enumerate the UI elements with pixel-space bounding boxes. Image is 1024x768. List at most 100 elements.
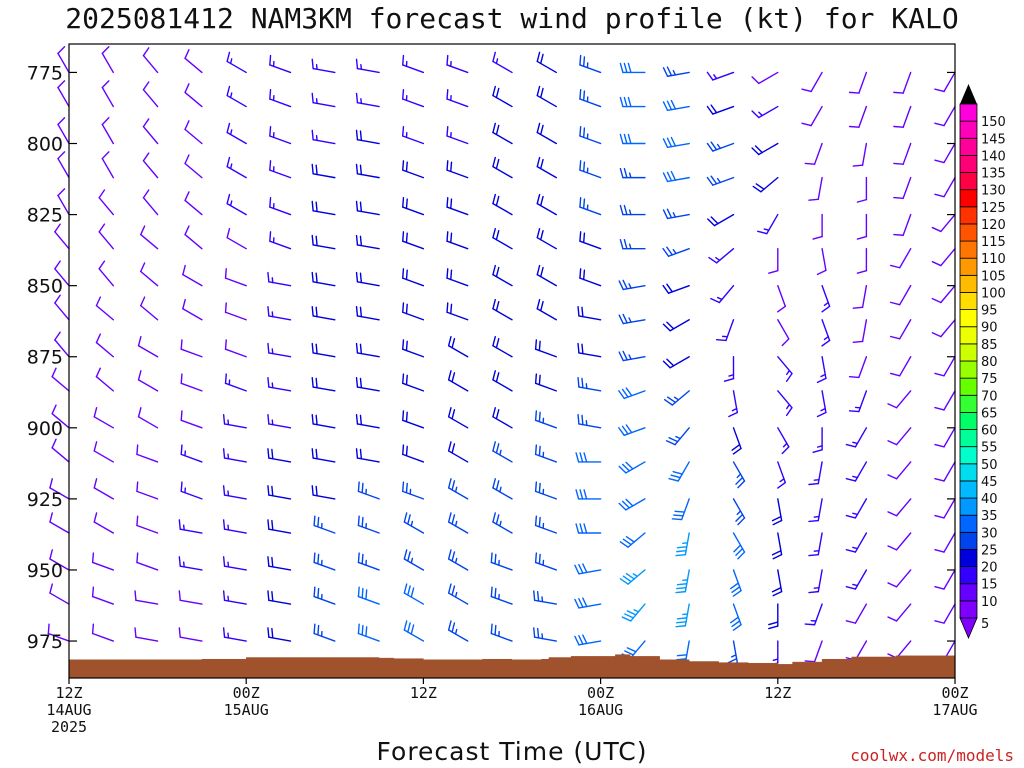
colorbar-value-label: 55: [981, 441, 998, 456]
x-axis-title: Forecast Time (UTC): [377, 737, 648, 766]
wind-barb: [934, 176, 956, 198]
wind-barb: [808, 532, 823, 557]
wind-barb: [662, 319, 690, 332]
wind-barb: [536, 85, 557, 108]
wind-barb: [856, 247, 868, 274]
y-tick-label: 925: [27, 489, 63, 511]
wind-barb: [91, 552, 115, 571]
wind-barb: [768, 247, 779, 274]
wind-barb: [534, 444, 557, 463]
colorbar-swatch: [959, 480, 978, 499]
wind-barb: [446, 268, 469, 287]
wind-barb: [402, 373, 425, 392]
colorbar-value-label: 140: [981, 149, 1006, 164]
colorbar-value-label: 135: [981, 167, 1006, 182]
wind-barb: [852, 319, 868, 344]
wind-barbs: [47, 46, 956, 668]
wind-barb: [934, 532, 956, 553]
wind-barb: [893, 142, 912, 165]
wind-barb: [57, 188, 70, 216]
wind-barb: [184, 225, 203, 250]
wind-barb: [845, 498, 868, 519]
colorbar-value-label: 145: [981, 132, 1006, 147]
wind-barb: [142, 189, 159, 216]
wind-barb: [492, 85, 513, 108]
wind-barb: [267, 413, 292, 429]
wind-barb: [816, 247, 827, 276]
wind-barb: [446, 197, 469, 216]
wind-barb: [178, 519, 203, 534]
wind-barb: [751, 142, 779, 156]
wind-barb: [706, 141, 735, 152]
x-tick-label: 00Z: [941, 684, 968, 702]
wind-barb: [845, 603, 868, 624]
wind-barb: [91, 623, 115, 642]
wind-barb: [893, 71, 912, 94]
wind-barb: [579, 268, 602, 287]
x-tick-label: 12Z: [410, 684, 437, 702]
plot-frame: [68, 43, 956, 679]
wind-barb: [224, 268, 247, 287]
colorbar-swatch: [959, 429, 978, 448]
wind-barb: [808, 176, 823, 201]
colorbar-swatch: [959, 583, 978, 602]
y-tick-label: 950: [27, 560, 63, 582]
terrain-fill: [68, 654, 956, 679]
wind-barb: [357, 481, 380, 500]
wind-barb: [402, 197, 425, 216]
wind-barb: [311, 485, 336, 500]
wind-barb: [101, 151, 115, 179]
colorbar-value-label: 125: [981, 201, 1006, 216]
watermark-text: coolwx.com/models: [850, 746, 1014, 765]
wind-barb: [95, 296, 115, 321]
wind-barb: [267, 556, 292, 571]
wind-barb: [816, 390, 827, 418]
wind-barb: [856, 213, 868, 240]
wind-barb: [54, 223, 70, 250]
wind-barb: [706, 175, 735, 186]
wind-barb: [887, 569, 912, 588]
wind-barb: [403, 583, 425, 605]
colorbar-swatch: [959, 206, 978, 225]
wind-barb: [675, 569, 690, 594]
colorbar-swatch: [959, 600, 978, 619]
x-tick-label: 16AUG: [578, 701, 623, 719]
wind-barb: [355, 129, 380, 145]
wind-barb: [575, 489, 602, 500]
wind-barb: [536, 156, 557, 179]
colorbar-swatch: [959, 223, 978, 242]
wind-barb: [137, 407, 159, 429]
wind-barb: [311, 92, 336, 108]
wind-barb: [706, 104, 735, 115]
wind-barb: [137, 370, 159, 392]
wind-barb: [934, 498, 956, 519]
colorbar-value-label: 70: [981, 389, 998, 404]
wind-barb: [311, 129, 336, 145]
wind-barb: [355, 92, 380, 108]
wind-barb: [267, 271, 292, 287]
wind-barb: [662, 246, 690, 257]
wind-barb: [662, 170, 690, 183]
wind-barb: [180, 410, 203, 429]
wind-barb: [889, 319, 912, 340]
wind-barb: [662, 99, 690, 112]
wind-barb: [54, 294, 70, 321]
wind-barb: [226, 51, 247, 74]
wind-barb: [492, 264, 513, 287]
wind-barb: [184, 120, 203, 145]
wind-barb: [575, 523, 602, 534]
wind-barb: [222, 413, 247, 429]
wind-barb: [619, 62, 646, 74]
x-tick-label: 15AUG: [224, 701, 269, 719]
wind-barb: [178, 627, 203, 642]
wind-barb: [845, 427, 868, 448]
wind-barb: [446, 160, 469, 179]
wind-barb: [777, 319, 790, 347]
wind-barb: [821, 319, 831, 347]
wind-barb: [931, 247, 956, 267]
wind-barb: [751, 105, 779, 119]
wind-barb: [136, 481, 159, 500]
wind-barb: [311, 58, 336, 74]
wind-barb: [182, 264, 203, 287]
colorbar-swatch: [959, 309, 978, 328]
